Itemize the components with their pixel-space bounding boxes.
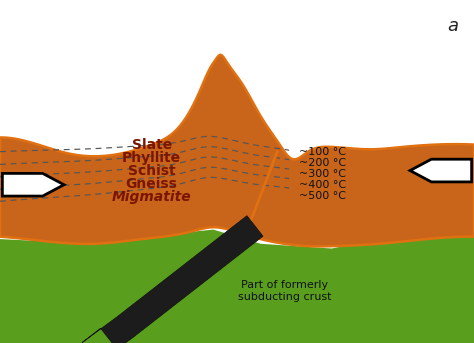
Text: Slate: Slate xyxy=(132,138,172,152)
Text: Migmatite: Migmatite xyxy=(112,190,191,203)
Text: ~400 °C: ~400 °C xyxy=(299,180,346,190)
Text: Phyllite: Phyllite xyxy=(122,151,181,165)
Polygon shape xyxy=(82,216,263,343)
Polygon shape xyxy=(0,225,474,343)
Text: ~300 °C: ~300 °C xyxy=(299,169,346,179)
Text: ~100 °C: ~100 °C xyxy=(299,147,346,157)
Text: Schist: Schist xyxy=(128,164,175,178)
Polygon shape xyxy=(0,55,474,246)
Text: a: a xyxy=(447,17,458,35)
Text: ~200 °C: ~200 °C xyxy=(299,157,346,167)
Text: Part of formerly
subducting crust: Part of formerly subducting crust xyxy=(237,280,331,302)
Text: Gneiss: Gneiss xyxy=(126,177,178,191)
FancyArrow shape xyxy=(410,159,472,182)
Text: ~500 °C: ~500 °C xyxy=(299,191,346,201)
FancyArrow shape xyxy=(2,174,64,196)
